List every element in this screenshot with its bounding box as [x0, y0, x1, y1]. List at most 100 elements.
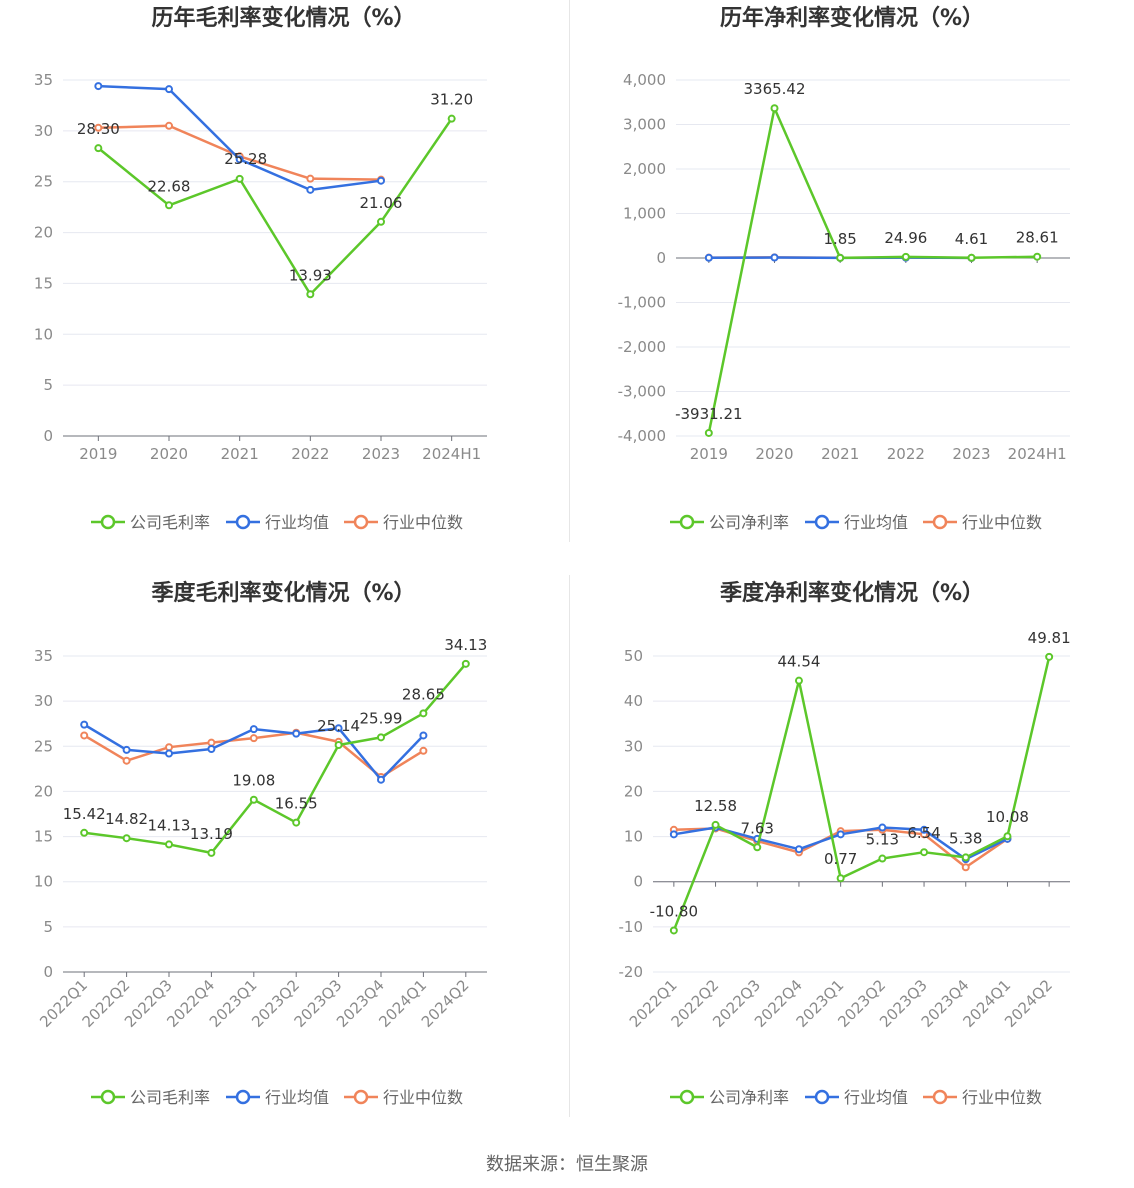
data-point-avg[interactable] [306, 185, 315, 194]
data-label: 28.30 [77, 120, 120, 138]
legend-item-avg[interactable]: 行业均值 [226, 1088, 329, 1107]
data-point-median[interactable] [207, 738, 216, 747]
data-point-median[interactable] [249, 734, 258, 743]
series-line-company [672, 656, 1051, 931]
data-point-company[interactable] [461, 659, 470, 668]
legend-item-company[interactable]: 公司净利率 [670, 513, 789, 532]
data-point-company[interactable] [901, 252, 910, 261]
data-label: 49.81 [1028, 629, 1071, 647]
data-point-company[interactable] [961, 853, 970, 862]
data-point-company[interactable] [306, 290, 315, 299]
data-point-median[interactable] [306, 174, 315, 183]
data-label: 22.68 [148, 177, 191, 195]
data-point-avg[interactable] [207, 744, 216, 753]
legend-label: 公司毛利率 [130, 513, 210, 532]
data-point-median[interactable] [961, 863, 970, 872]
legend-circle-icon [932, 514, 948, 530]
legend-item-median[interactable]: 行业中位数 [344, 513, 463, 532]
data-point-company[interactable] [122, 834, 131, 843]
legend-circle-icon [100, 514, 116, 530]
annual-gross-margin-chart: 历年毛利率变化情况（%） 0 5 10 15 20 25 30 35 2019 2020 2021 20… [0, 0, 567, 560]
y-tick-label: 30 [34, 122, 53, 140]
data-point-avg[interactable] [235, 155, 244, 164]
data-point-company[interactable] [967, 253, 976, 262]
data-point-median[interactable] [94, 123, 103, 132]
legend-item-company[interactable]: 公司净利率 [670, 1088, 789, 1107]
data-point-company[interactable] [419, 709, 428, 718]
data-point-company[interactable] [292, 818, 301, 827]
legend-item-median[interactable]: 行业中位数 [923, 513, 1042, 532]
data-point-avg[interactable] [94, 82, 103, 91]
data-point-company[interactable] [165, 201, 173, 210]
data-point-company[interactable] [165, 840, 173, 849]
data-point-avg[interactable] [704, 253, 713, 262]
data-point-median[interactable] [122, 756, 131, 765]
data-point-avg[interactable] [419, 731, 428, 740]
data-point-avg[interactable] [920, 825, 929, 834]
legend-circle-icon [235, 1089, 251, 1105]
data-point-avg[interactable] [669, 830, 678, 839]
y-tick-label: 0 [656, 249, 666, 267]
data-label: 13.93 [289, 266, 332, 284]
data-point-avg[interactable] [836, 830, 845, 839]
y-tick-label: 35 [34, 647, 53, 665]
chart-title: 历年净利率变化情况（%） [720, 5, 984, 31]
data-point-median[interactable] [80, 731, 89, 740]
data-point-company[interactable] [1045, 652, 1054, 661]
legend-item-avg[interactable]: 行业均值 [805, 1088, 908, 1107]
chart-svg: 历年毛利率变化情况（%） 0 5 10 15 20 25 30 35 2019 2020 2021 20… [34, 5, 487, 532]
data-point-company[interactable] [207, 848, 216, 857]
data-point-company[interactable] [669, 926, 678, 935]
data-point-company[interactable] [94, 144, 103, 153]
data-point-company[interactable] [1003, 832, 1012, 841]
data-point-company[interactable] [377, 217, 385, 226]
data-point-company[interactable] [878, 854, 887, 863]
chart-svg: 季度毛利率变化情况（%）051015202530352022Q12022Q220… [34, 580, 487, 1107]
data-point-company[interactable] [235, 174, 244, 183]
data-point-median[interactable] [165, 121, 173, 130]
data-point-company[interactable] [447, 114, 456, 123]
data-point-avg[interactable] [794, 845, 803, 854]
series-line-company [84, 663, 467, 855]
data-point-avg[interactable] [878, 823, 887, 832]
legend-item-company[interactable]: 公司毛利率 [91, 513, 210, 532]
y-tick-label: -20 [619, 963, 644, 981]
data-point-company[interactable] [770, 104, 779, 113]
data-point-company[interactable] [711, 820, 720, 829]
data-point-company[interactable] [377, 733, 385, 742]
data-point-avg[interactable] [770, 253, 779, 262]
data-point-median[interactable] [165, 743, 173, 752]
data-point-avg[interactable] [377, 775, 385, 784]
data-point-avg[interactable] [377, 176, 385, 185]
data-point-avg[interactable] [334, 724, 343, 733]
data-point-company[interactable] [794, 676, 803, 685]
data-point-company[interactable] [836, 253, 845, 262]
data-point-company[interactable] [249, 795, 258, 804]
data-point-company[interactable] [1033, 252, 1042, 261]
data-point-company[interactable] [334, 741, 343, 750]
data-point-avg[interactable] [292, 729, 301, 738]
data-label: -3931.21 [675, 405, 742, 423]
data-point-company[interactable] [704, 428, 713, 437]
data-label: 0.77 [824, 850, 857, 868]
legend-item-avg[interactable]: 行业均值 [805, 513, 908, 532]
data-point-company[interactable] [80, 828, 89, 837]
data-point-avg[interactable] [80, 720, 89, 729]
legend-item-avg[interactable]: 行业均值 [226, 513, 329, 532]
series-line-company [97, 117, 453, 296]
data-label: 28.65 [402, 685, 445, 703]
x-tick-label: 2019 [690, 445, 728, 463]
data-label: 12.58 [694, 797, 737, 815]
data-point-avg[interactable] [165, 749, 173, 758]
data-point-avg[interactable] [122, 745, 131, 754]
legend-item-company[interactable]: 公司毛利率 [91, 1088, 210, 1107]
legend-item-median[interactable]: 行业中位数 [344, 1088, 463, 1107]
data-point-company[interactable] [753, 843, 762, 852]
data-point-avg[interactable] [165, 85, 173, 94]
legend-label: 公司毛利率 [130, 1088, 210, 1107]
data-point-company[interactable] [920, 848, 929, 857]
data-point-median[interactable] [419, 746, 428, 755]
legend-item-median[interactable]: 行业中位数 [923, 1088, 1042, 1107]
data-point-avg[interactable] [249, 725, 258, 734]
data-point-company[interactable] [836, 874, 845, 883]
